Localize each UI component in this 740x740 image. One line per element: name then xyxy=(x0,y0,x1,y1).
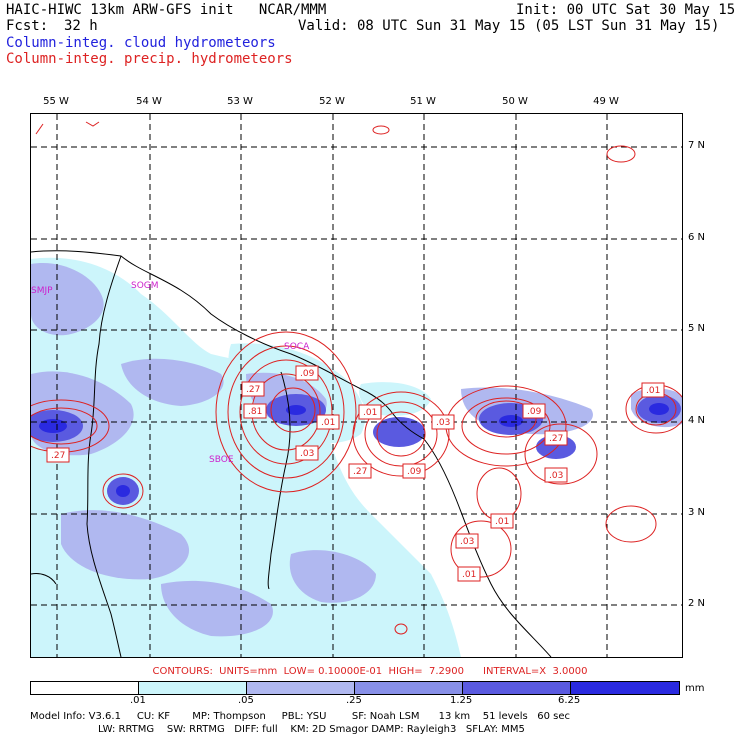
model-info-line1: Model Info: V3.6.1 CU: KF MP: Thompson P… xyxy=(30,711,570,722)
colorbar-segment xyxy=(463,682,571,694)
field-precip-label: Column-integ. precip. hydrometeors xyxy=(6,51,293,67)
station-sboe: SBOE xyxy=(209,455,234,465)
plot-title: HAIC-HIWC 13km ARW-GFS init NCAR/MMM xyxy=(6,2,327,18)
lon-label-50w: 50 W xyxy=(502,96,528,107)
contour-label: .01 xyxy=(358,404,382,420)
contour-label: .09 xyxy=(522,403,546,419)
lon-label-52w: 52 W xyxy=(319,96,345,107)
contour-label: .01 xyxy=(641,382,665,398)
contour-info: CONTOURS: UNITS=mm LOW= 0.10000E-01 HIGH… xyxy=(152,666,588,677)
lon-label-54w: 54 W xyxy=(136,96,162,107)
colorbar-segment xyxy=(571,682,679,694)
init-time: Init: 00 UTC Sat 30 May 15 xyxy=(516,2,736,18)
contour-label: .01 xyxy=(490,513,514,529)
colorbar-tick: .25 xyxy=(346,695,362,706)
contour-label: .09 xyxy=(402,463,426,479)
lat-label-3n: 3 N xyxy=(688,507,706,518)
map-panel: SMJP SOGM SOCA SBOE .09 .27 .81 .01 .03 … xyxy=(30,113,683,658)
svg-text:.01: .01 xyxy=(363,408,377,418)
svg-text:.03: .03 xyxy=(460,537,474,547)
contour-label: .03 xyxy=(295,445,319,461)
colorbar-segment xyxy=(247,682,355,694)
colorbar-tick: 6.25 xyxy=(558,695,581,706)
lon-label-53w: 53 W xyxy=(227,96,253,107)
cloud-shading-light xyxy=(31,257,541,657)
svg-text:.01: .01 xyxy=(462,570,476,580)
lon-label-49w: 49 W xyxy=(593,96,619,107)
model-info-line2: LW: RRTMG SW: RRTMG DIFF: full KM: 2D Sm… xyxy=(98,724,525,735)
contour-label: .01 xyxy=(457,566,481,582)
contour-label: .03 xyxy=(431,414,455,430)
field-cloud-label: Column-integ. cloud hydrometeors xyxy=(6,35,276,51)
svg-text:.01: .01 xyxy=(646,386,660,396)
lon-label-51w: 51 W xyxy=(410,96,436,107)
contour-label: .01 xyxy=(316,414,340,430)
colorbar-segment xyxy=(31,682,139,694)
colorbar-tick: .01 xyxy=(130,695,146,706)
svg-text:.27: .27 xyxy=(51,451,65,461)
colorbar-segment xyxy=(355,682,463,694)
svg-text:.27: .27 xyxy=(246,385,260,395)
forecast-label: Fcst: xyxy=(6,18,49,34)
lon-label-55w: 55 W xyxy=(43,96,69,107)
colorbar-units: mm xyxy=(685,683,705,694)
lat-label-7n: 7 N xyxy=(688,140,706,151)
colorbar xyxy=(30,681,680,695)
colorbar-segment xyxy=(139,682,247,694)
station-smjp: SMJP xyxy=(31,286,53,296)
contour-label: .09 xyxy=(295,365,319,381)
svg-text:.81: .81 xyxy=(248,407,262,417)
svg-text:.01: .01 xyxy=(321,418,335,428)
svg-text:.09: .09 xyxy=(300,369,315,379)
lat-label-4n: 4 N xyxy=(688,415,706,426)
lat-label-2n: 2 N xyxy=(688,598,706,609)
contour-label: .81 xyxy=(243,403,267,419)
contour-label: .27 xyxy=(241,381,265,397)
station-soca: SOCA xyxy=(284,342,310,352)
lat-label-5n: 5 N xyxy=(688,323,706,334)
svg-text:.03: .03 xyxy=(300,449,314,459)
svg-text:.03: .03 xyxy=(549,471,563,481)
svg-text:.09: .09 xyxy=(407,467,422,477)
lat-label-6n: 6 N xyxy=(688,232,706,243)
colorbar-tick: .05 xyxy=(238,695,254,706)
contour-label: .27 xyxy=(46,447,70,463)
colorbar-tick: 1.25 xyxy=(450,695,473,706)
graticule xyxy=(31,114,682,657)
forecast-hour: 32 h xyxy=(64,18,98,34)
contour-label: .27 xyxy=(544,430,568,446)
svg-text:.09: .09 xyxy=(527,407,542,417)
svg-text:.03: .03 xyxy=(436,418,450,428)
valid-time: Valid: 08 UTC Sun 31 May 15 (05 LST Sun … xyxy=(298,18,720,34)
contour-label: .03 xyxy=(544,467,568,483)
station-sogm: SOGM xyxy=(131,281,159,291)
contour-label: .03 xyxy=(455,533,479,549)
svg-text:.01: .01 xyxy=(495,517,509,527)
svg-text:.27: .27 xyxy=(353,467,367,477)
svg-text:.27: .27 xyxy=(549,434,563,444)
contour-label: .27 xyxy=(348,463,372,479)
map-svg: SMJP SOGM SOCA SBOE .09 .27 .81 .01 .03 … xyxy=(31,114,682,657)
